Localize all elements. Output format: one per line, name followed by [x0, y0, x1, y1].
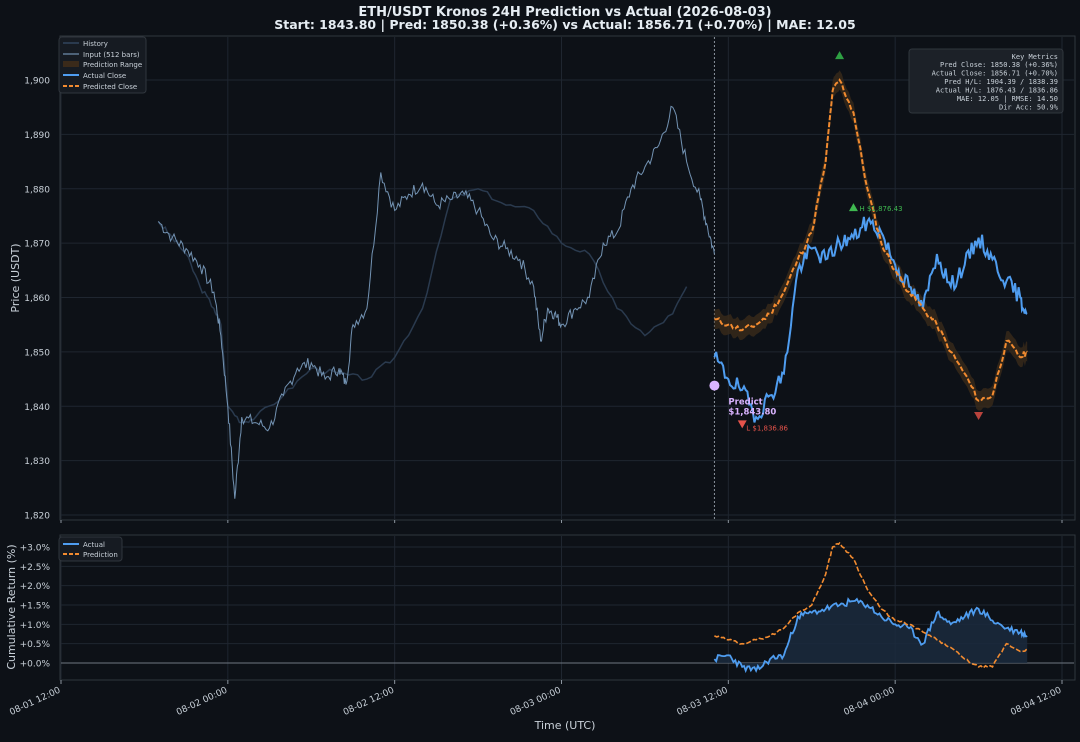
y-tick-label: +2.0%	[20, 582, 51, 592]
key-metrics-line: Pred H/L: 1904.39 / 1838.39	[944, 78, 1058, 86]
y-tick-label: +0.5%	[20, 640, 51, 650]
legend-swatch-prediction-range	[63, 61, 79, 67]
series-prediction-range	[714, 70, 1028, 411]
series-actual-close	[713, 216, 1028, 423]
price-y-axis-label: Price (USDT)	[9, 243, 22, 312]
y-tick-label: 1,830	[24, 457, 50, 467]
x-axis-label: Time (UTC)	[534, 719, 596, 732]
price-panel: 1,820 1,830 1,840 1,850 1,860 1,870 1,880 1,890…	[9, 35, 1076, 523]
price-legend: History Input (512 bars) Prediction Rang…	[58, 36, 147, 94]
y-tick-label: 1,820	[24, 512, 50, 522]
legend-label-input: Input (512 bars)	[83, 51, 140, 59]
series-input	[157, 105, 715, 499]
return-panel: +0.0%+0.5%+1.0%+1.5%+2.0%+2.5%+3.0% 08-0…	[5, 534, 1076, 732]
price-y-ticks: 1,820 1,830 1,840 1,850 1,860 1,870 1,880 1,890…	[24, 77, 50, 522]
key-metrics-line: Dir Acc: 50.9%	[999, 104, 1059, 112]
y-tick-label: +2.5%	[20, 563, 51, 573]
predict-label: Predict	[728, 398, 762, 408]
legend-label-prediction: Prediction	[83, 551, 118, 559]
series-prediction-return	[714, 541, 1028, 670]
actual-low-marker	[737, 420, 747, 429]
legend-label-actual-close: Actual Close	[83, 72, 126, 80]
legend-label-actual: Actual	[83, 541, 105, 549]
return-series	[713, 541, 1028, 674]
legend-label-history: History	[83, 40, 108, 48]
series-predicted-close	[714, 78, 1028, 402]
price-annotations: Predict$1,843.80 H $1,876.43 L $1,836.86	[709, 51, 984, 432]
pred-high-marker	[835, 51, 845, 60]
pred-low-marker	[974, 412, 984, 421]
y-tick-label: +3.0%	[20, 544, 51, 554]
actual-return-fill	[714, 599, 1028, 671]
series-history	[157, 188, 688, 424]
y-tick-label: +1.0%	[20, 621, 51, 631]
y-tick-label: 1,870	[24, 240, 50, 250]
y-tick-label: 1,860	[24, 294, 50, 304]
predict-point-marker	[709, 380, 720, 391]
y-tick-label: +1.5%	[20, 602, 51, 612]
actual-low-label: L $1,836.86	[746, 424, 788, 432]
key-metrics-line: MAE: 12.05 | RMSE: 14.50	[957, 95, 1058, 103]
key-metrics-line: Actual Close: 1856.71 (+0.70%)	[932, 70, 1058, 78]
legend-label-prediction-range: Prediction Range	[83, 61, 142, 69]
key-metrics-line: Pred Close: 1850.38 (+0.36%)	[940, 61, 1058, 69]
y-tick-label: 1,850	[24, 348, 50, 358]
actual-high-label: H $1,876.43	[859, 205, 902, 213]
y-tick-label: 1,880	[24, 185, 50, 195]
y-tick-label: +0.0%	[20, 660, 51, 670]
legend-label-predicted-close: Predicted Close	[83, 83, 137, 91]
return-legend: Actual Prediction	[58, 536, 123, 562]
price-series	[157, 37, 1028, 519]
predict-price-label: $1,843.80	[728, 408, 776, 418]
key-metrics-line: Actual H/L: 1876.43 / 1836.86	[936, 87, 1058, 95]
y-tick-label: 1,840	[24, 403, 50, 413]
actual-high-marker	[848, 203, 858, 212]
return-y-ticks: +0.0% +0.5% +1.0% +1.5% +2.0% +2.5% +3.0%	[20, 544, 51, 670]
key-metrics-box: Key Metrics Pred Close: 1850.38 (+0.36%)…	[908, 48, 1064, 114]
chart-subtitle: Start: 1843.80 | Pred: 1850.38 (+0.36%) …	[274, 17, 855, 32]
key-metrics-title: Key Metrics	[1012, 53, 1058, 61]
y-tick-label: 1,890	[24, 131, 50, 141]
y-tick-label: 1,900	[24, 77, 50, 87]
return-y-axis-label: Cumulative Return (%)	[5, 544, 18, 669]
series-actual-return	[713, 597, 1028, 674]
chart-title: ETH/USDT Kronos 24H Prediction vs Actual…	[358, 5, 771, 20]
